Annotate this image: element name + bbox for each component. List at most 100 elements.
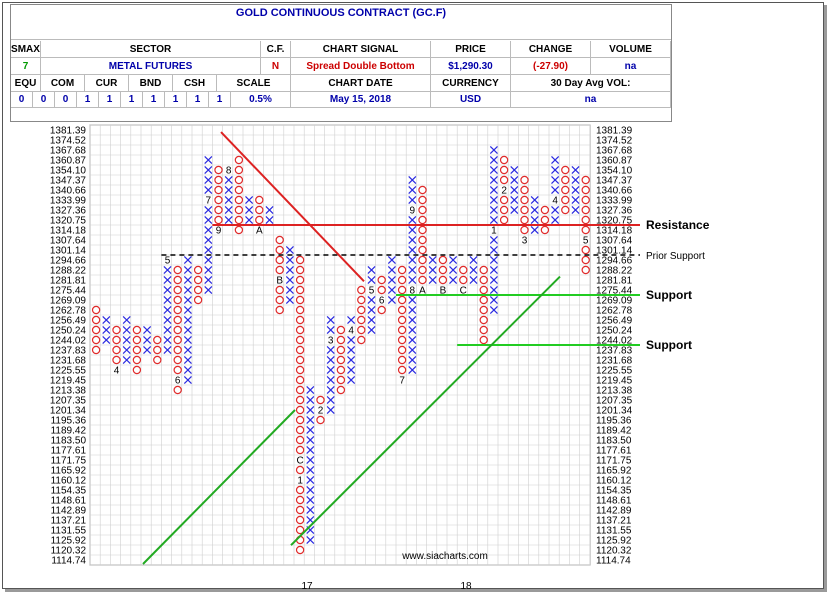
o-box — [295, 445, 305, 455]
x-box — [387, 255, 396, 265]
tick-label-left: 1250.24 — [50, 326, 87, 337]
x-box — [408, 355, 417, 365]
o-box — [520, 225, 529, 235]
tick-label-left: 1281.81 — [50, 276, 87, 287]
tick-label-right: 1360.87 — [596, 156, 633, 167]
tick-label-left: 1301.14 — [50, 246, 87, 257]
o-box — [295, 335, 305, 345]
month-marker: 1 — [491, 226, 497, 237]
x-box — [551, 155, 560, 165]
com-label: COM — [41, 75, 85, 92]
x-box — [143, 345, 152, 355]
tick-label-right: 1207.35 — [596, 396, 633, 407]
sector-value: METAL FUTURES — [41, 58, 261, 75]
month-marker: 8 — [410, 286, 416, 297]
o-box — [581, 175, 590, 185]
o-box — [499, 155, 509, 165]
tick-label-right: 1262.78 — [596, 306, 633, 317]
tick-label-left: 1148.61 — [51, 496, 87, 507]
x-box — [122, 315, 131, 325]
o-box — [173, 295, 182, 305]
o-box — [377, 285, 386, 295]
o-box — [459, 275, 468, 285]
x-box — [489, 155, 498, 165]
o-box — [561, 195, 570, 205]
x-box — [204, 225, 213, 235]
x-box — [469, 255, 478, 265]
o-box — [397, 365, 407, 375]
o-box — [479, 305, 488, 315]
o-box — [295, 545, 305, 555]
o-box — [173, 365, 182, 375]
month-marker: C — [460, 286, 467, 297]
o-box — [581, 245, 590, 255]
x-box — [306, 425, 315, 435]
o-box — [214, 215, 223, 225]
scale-a-value: 1 — [121, 91, 143, 108]
header-panel: GOLD CONTINUOUS CONTRACT (GC.F) SMAX SECT… — [10, 4, 672, 122]
x-box — [408, 225, 417, 235]
x-box — [489, 265, 498, 275]
o-box — [397, 265, 407, 275]
x-box — [204, 285, 213, 295]
o-box — [214, 195, 223, 205]
x-box — [489, 245, 498, 255]
o-box — [316, 415, 325, 425]
o-box — [520, 195, 529, 205]
o-box — [499, 165, 509, 175]
x-box — [306, 435, 315, 445]
scale-label: SCALE — [217, 75, 291, 92]
x-box — [285, 255, 294, 265]
x-box — [102, 325, 111, 335]
x-box — [306, 415, 315, 425]
x-box — [326, 385, 335, 395]
x-box — [163, 285, 172, 295]
tick-label-left: 1225.55 — [50, 366, 87, 377]
o-box — [255, 215, 264, 225]
x-box — [102, 335, 111, 345]
x-box — [551, 215, 560, 225]
x-box — [449, 255, 458, 265]
o-box — [295, 435, 305, 445]
o-box — [377, 275, 386, 285]
x-box — [408, 195, 417, 205]
tick-label-left: 1244.02 — [50, 336, 87, 347]
tick-label-left: 1207.35 — [50, 396, 87, 407]
tick-label-right: 1250.24 — [596, 326, 633, 337]
o-box — [173, 325, 182, 335]
cf-value: N — [261, 58, 291, 75]
tick-label-left: 1114.74 — [51, 556, 86, 567]
o-box — [193, 295, 203, 305]
x-box — [489, 195, 498, 205]
o-box — [520, 185, 529, 195]
o-box — [479, 315, 488, 325]
x-box — [367, 265, 376, 275]
tick-label-left: 1354.10 — [50, 166, 87, 177]
month-marker: 4 — [114, 366, 120, 377]
x-box — [285, 265, 294, 275]
x-box — [408, 255, 417, 265]
o-box — [561, 185, 570, 195]
tick-label-right: 1327.36 — [596, 206, 633, 217]
o-box — [459, 265, 468, 275]
tick-label-right: 1269.09 — [596, 296, 633, 307]
x-box — [551, 175, 560, 185]
o-box — [234, 155, 244, 165]
x-box — [285, 295, 294, 305]
o-box — [112, 325, 121, 335]
change-label: CHANGE — [511, 41, 591, 58]
x-box — [183, 335, 192, 345]
o-box — [234, 175, 244, 185]
x-box — [204, 235, 213, 245]
x-box — [367, 305, 376, 315]
x-box — [571, 205, 580, 215]
chart-date-value: May 15, 2018 — [291, 91, 431, 108]
tick-label-left: 1171.75 — [51, 456, 87, 467]
smax-value: 7 — [11, 58, 41, 75]
tick-label-right: 1213.38 — [596, 386, 633, 397]
o-box — [132, 355, 142, 365]
o-box — [561, 175, 570, 185]
tick-label-right: 1165.92 — [596, 466, 632, 477]
tick-label-left: 1320.75 — [50, 216, 87, 227]
